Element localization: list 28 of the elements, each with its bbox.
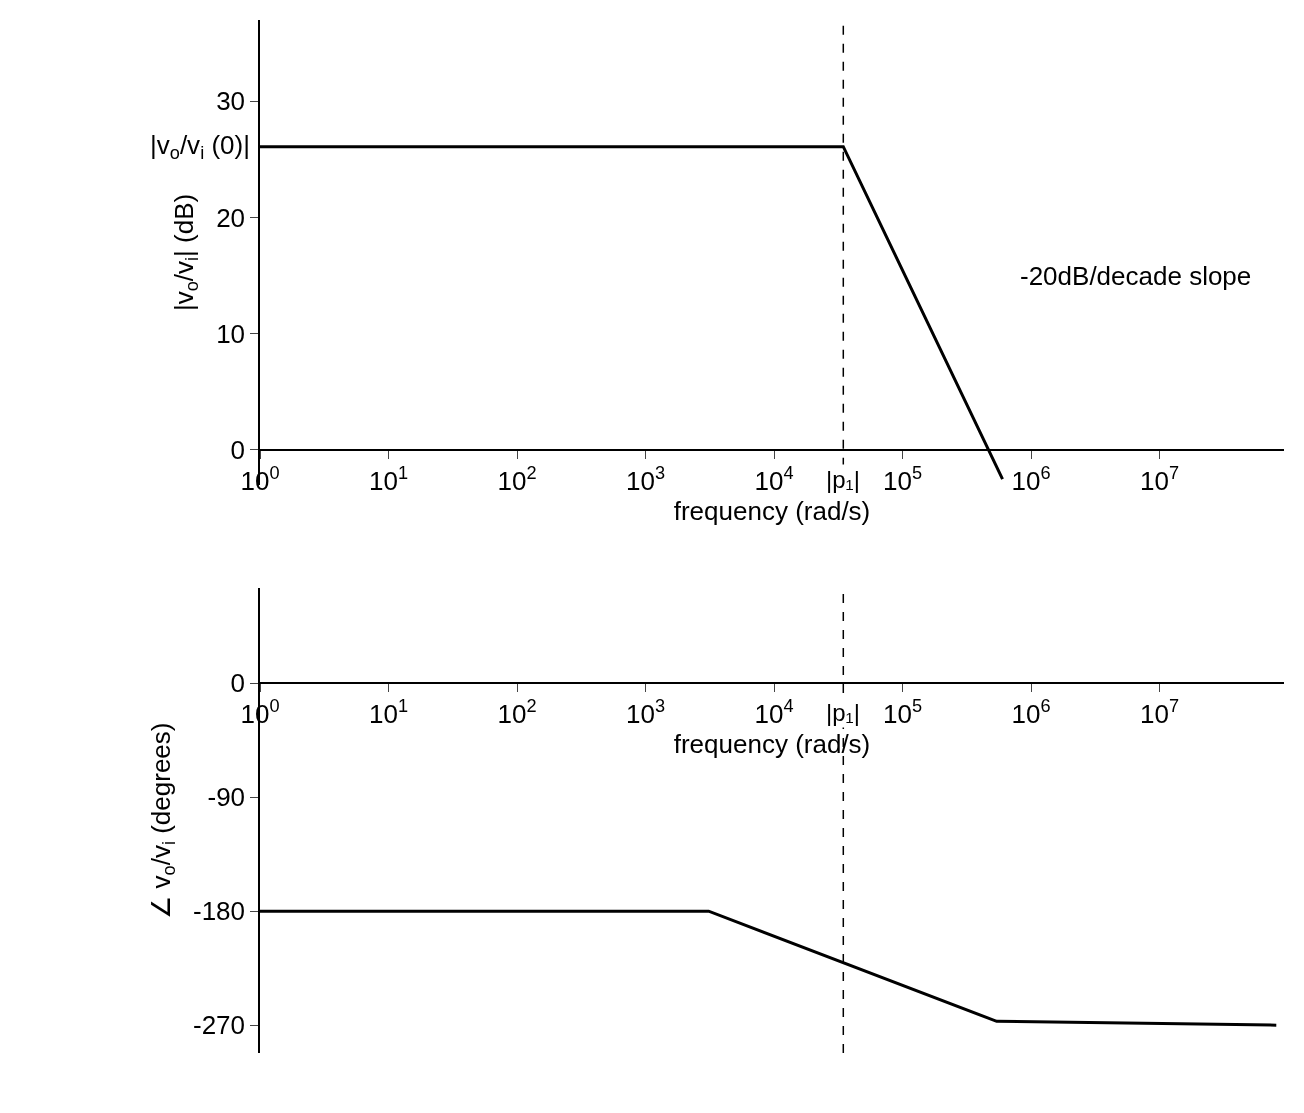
x-axis-title: frequency (rad/s) [673,729,871,760]
y-tick-label: 0 [230,668,246,699]
ref-line-label: |p₁| [826,699,860,726]
x-tick-label: 10$^{1}$ [368,696,409,730]
y-tick-label: 20 [216,202,246,233]
x-tick-label: 10$^{7}$ [1140,463,1180,496]
x-tick-label: 10$^{3}$ [626,463,666,496]
x-tick-label: 10$^{6}$ [1011,463,1051,496]
x-tick-label: 10$^{5}$ [883,696,923,730]
x-tick-label: 10$^{2}$ [497,696,537,730]
y-tick-label: -270 [193,1010,246,1041]
x-tick-label: 10$^{4}$ [754,463,794,496]
x-tick-label: 10$^{2}$ [497,463,537,496]
x-tick-label: 10$^{4}$ [754,696,794,730]
x-tick-label: 10$^{7}$ [1140,696,1180,730]
y-tick-label: 30 [216,86,246,117]
annotation: |v$_{o}$/v$_{i}$ (0)| [150,130,250,164]
x-tick-label: 10$^{6}$ [1011,696,1051,730]
y-tick-label: 10 [216,318,246,349]
x-tick-label: 10$^{1}$ [368,463,409,496]
x-axis-title: frequency (rad/s) [673,495,871,526]
x-tick-label: 10$^{3}$ [626,696,666,730]
annotation: -20dB/decade slope [1020,261,1252,291]
y-tick-label: 0 [230,435,246,466]
y-tick-label: -90 [207,782,246,813]
y-tick-label: -180 [193,896,246,927]
ref-line-label: |p₁| [826,466,860,493]
x-tick-label: 10$^{5}$ [883,463,923,496]
